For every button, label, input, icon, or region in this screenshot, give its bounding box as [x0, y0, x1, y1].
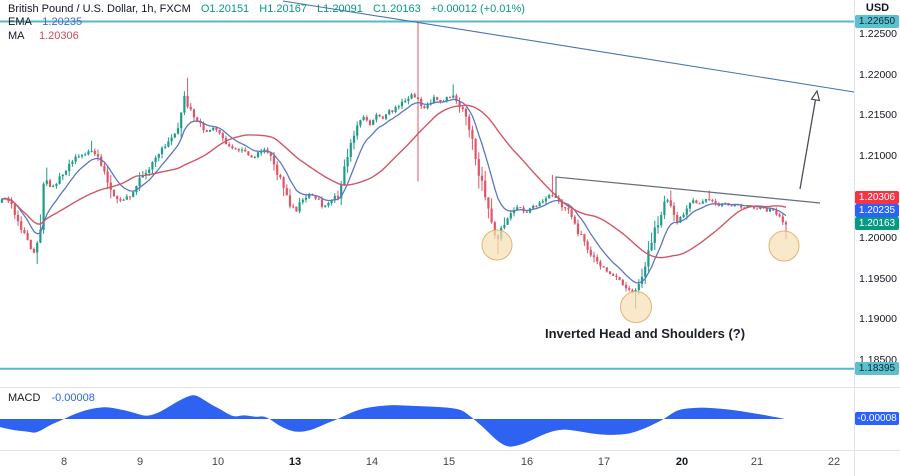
price-tick-label: 1.21500 — [859, 109, 897, 122]
price-tick-label: 1.20000 — [859, 231, 897, 244]
macd-value: -0.00008 — [51, 392, 95, 404]
price-tag-level: 1.18395 — [855, 362, 899, 376]
symbol-legend[interactable]: British Pound / U.S. Dollar, 1h, FXCM O1… — [8, 3, 525, 15]
ema-legend[interactable]: EMA 1.20235 — [8, 16, 82, 28]
symbol-title[interactable]: British Pound / U.S. Dollar, 1h, FXCM — [8, 3, 191, 15]
time-tick-label: 8 — [60, 456, 68, 468]
highlight-level-lines[interactable] — [0, 20, 855, 370]
macd-label[interactable]: MACD — [8, 392, 41, 404]
price-tick-label: 1.22500 — [859, 27, 897, 40]
macd-legend[interactable]: MACD -0.00008 — [8, 392, 95, 404]
price-tick-label: 1.21000 — [859, 150, 897, 163]
time-tick-label: 21 — [750, 456, 764, 468]
time-tick-label: 22 — [827, 456, 841, 468]
time-tick-label: 15 — [442, 456, 456, 468]
analysis-drawings[interactable] — [282, 0, 855, 323]
low-value: L1.20091 — [317, 3, 363, 15]
open-value: O1.20151 — [200, 3, 250, 15]
price-tag-last: 1.20163 — [855, 216, 899, 230]
moving-average-lines[interactable] — [1, 98, 787, 284]
price-tick-label: 1.19000 — [859, 313, 897, 326]
pattern-annotation-text[interactable]: Inverted Head and Shoulders (?) — [544, 326, 746, 341]
price-tick-label: 1.22000 — [859, 68, 897, 81]
price-axis-currency: USD — [865, 2, 890, 14]
ema-label[interactable]: EMA — [8, 16, 32, 28]
time-tick-label: 10 — [211, 456, 225, 468]
ma-value: 1.20306 — [38, 30, 79, 42]
time-tick-label: 9 — [136, 456, 144, 468]
change-value: +0.00012 (+0.01%) — [430, 3, 525, 15]
time-tick-label: 14 — [365, 456, 379, 468]
macd-histogram[interactable] — [0, 395, 785, 447]
candlestick-series[interactable] — [0, 21, 788, 309]
time-tick-label: 17 — [597, 456, 611, 468]
high-value: H1.20167 — [259, 3, 307, 15]
time-tick-label: 13 — [288, 456, 302, 468]
price-tick-label: 1.19500 — [859, 272, 897, 285]
price-tag-ema: 1.20235 — [855, 203, 899, 217]
price-tag-ma: 1.20306 — [855, 190, 899, 204]
ma-legend[interactable]: MA 1.20306 — [8, 30, 79, 42]
ma-label[interactable]: MA — [8, 30, 24, 42]
time-tick-label: 16 — [520, 456, 534, 468]
ema-value: 1.20235 — [42, 16, 83, 28]
price-tag-level: 1.22650 — [855, 14, 899, 28]
close-value: C1.20163 — [372, 3, 421, 15]
macd-value-tag: -0.00008 — [855, 411, 899, 425]
time-tick-label: 20 — [675, 456, 689, 468]
